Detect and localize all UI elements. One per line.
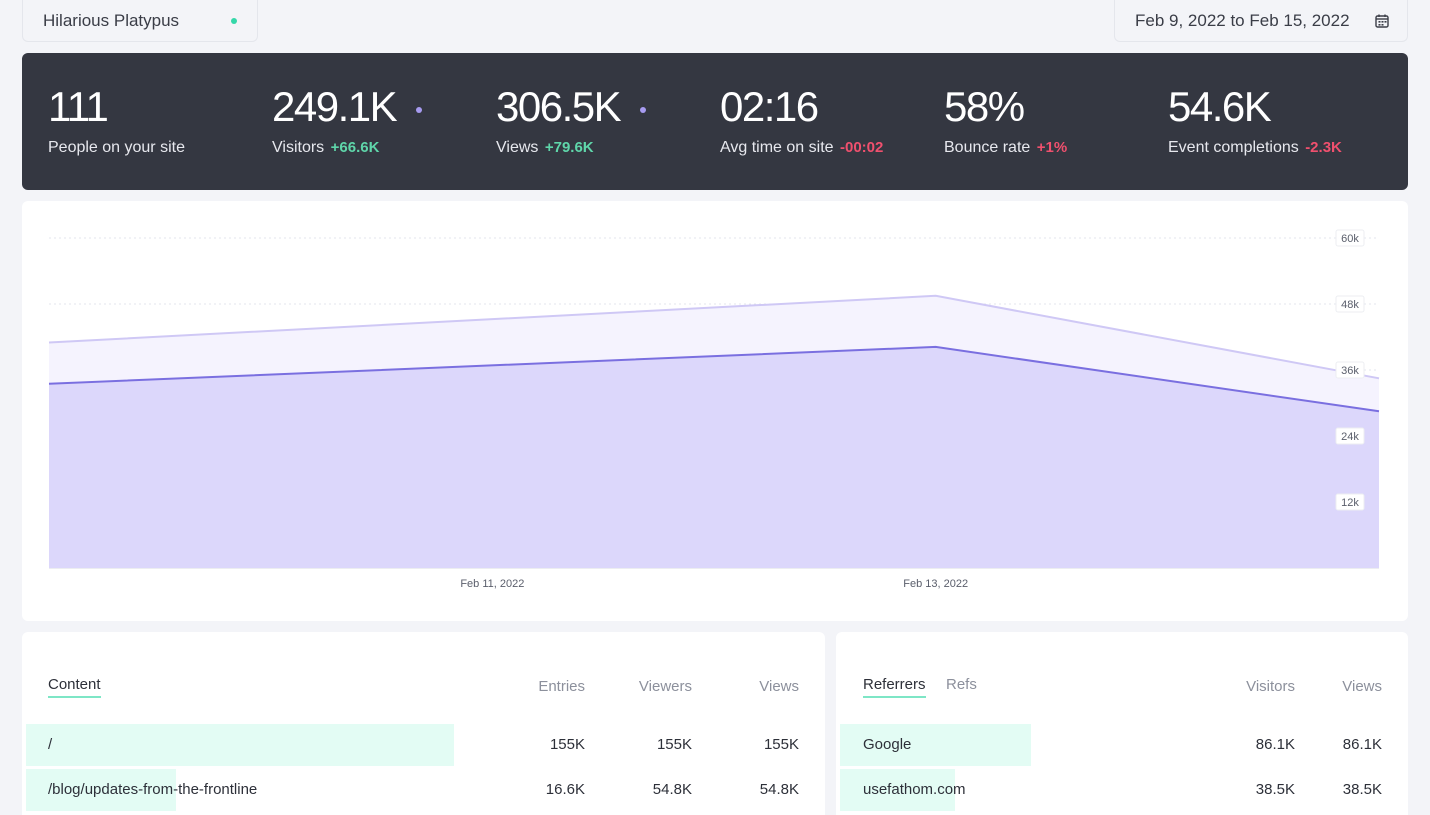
date-range-picker[interactable]: Feb 9, 2022 to Feb 15, 2022 — [1114, 0, 1408, 42]
y-tick: 36k — [1335, 361, 1365, 379]
table-cell-viewers: 54.8K — [652, 781, 692, 798]
stat-value: 54.6K — [1168, 83, 1272, 130]
column-header-visitors[interactable]: Visitors — [1246, 678, 1295, 695]
column-header-entries[interactable]: Entries — [538, 678, 585, 695]
site-selector[interactable]: Hilarious Platypus — [22, 0, 258, 42]
row-share-bar — [26, 769, 176, 811]
stat-delta: +66.6K — [330, 139, 380, 156]
live-indicator — [231, 17, 237, 24]
stat-label: Event completions -2.3K — [1168, 139, 1342, 156]
stat-bounce-rate[interactable]: 58% Bounce rate +1% — [944, 81, 1067, 157]
y-tick: 48k — [1335, 295, 1365, 313]
calendar-icon[interactable] — [1375, 14, 1389, 28]
column-header-views[interactable]: Views — [759, 678, 799, 695]
stat-avg-time[interactable]: 02:16 Avg time on site -00:02 — [720, 81, 883, 157]
stat-value: 111 — [48, 83, 109, 130]
stats-bar: 111 People on your site 249.1K Visitors … — [22, 53, 1408, 190]
table-cell-entries: 155K — [549, 736, 585, 753]
y-tick-bg — [1335, 427, 1365, 445]
stat-views[interactable]: 306.5K Views +79.6K — [496, 81, 647, 157]
y-tick: 24k — [1335, 427, 1365, 445]
series-area-visitors — [49, 346, 1379, 568]
date-range-label: Feb 9, 2022 to Feb 15, 2022 — [1135, 10, 1350, 30]
row-share-bar — [26, 724, 454, 766]
series-dot — [416, 107, 423, 113]
x-tick-label: Feb 11, 2022 — [460, 578, 524, 590]
x-tick-label: Feb 13, 2022 — [903, 578, 968, 590]
stat-delta: -00:02 — [840, 139, 884, 156]
table-row-label[interactable]: usefathom.com — [863, 781, 966, 798]
content-panel: Content Entries Viewers Views / 155K 155K 1… — [22, 632, 825, 815]
stat-label: Avg time on site -00:02 — [720, 139, 884, 156]
row-share-bar — [840, 724, 1031, 766]
y-tick-label: 48k — [1341, 299, 1359, 311]
tab-referrers[interactable]: Referrers — [863, 676, 926, 698]
series-line-views — [48, 294, 1380, 380]
table-cell-views: 38.5K — [1342, 781, 1382, 798]
column-header-views[interactable]: Views — [1342, 678, 1382, 695]
table-cell-visitors: 38.5K — [1255, 781, 1295, 798]
y-tick-bg — [1335, 295, 1365, 313]
y-tick-label: 36k — [1341, 365, 1359, 377]
traffic-chart[interactable]: 60k 48k 36k 24k 12k Feb 11, 2022 Feb 13, 2022 — [22, 201, 1408, 621]
stat-delta: +79.6K — [544, 139, 594, 156]
tab-refs[interactable]: Refs — [946, 676, 977, 693]
referrers-panel: Referrers Refs Visitors Views Google 86.1… — [836, 632, 1408, 815]
row-share-bar — [840, 769, 955, 811]
y-tick: 12k — [1335, 493, 1365, 511]
stat-label: Bounce rate +1% — [944, 139, 1068, 156]
table-cell-views: 86.1K — [1342, 736, 1382, 753]
tab-content[interactable]: Content — [48, 676, 101, 698]
table-row-label[interactable]: Google — [863, 736, 912, 753]
y-tick-bg — [1335, 229, 1365, 247]
stat-visitors[interactable]: 249.1K Visitors +66.6K — [272, 81, 423, 157]
stat-label: Visitors +66.6K — [272, 139, 380, 156]
table-cell-visitors: 86.1K — [1255, 736, 1295, 753]
stat-delta: -2.3K — [1305, 139, 1342, 156]
stat-delta: +1% — [1036, 139, 1068, 156]
table-cell-views: 54.8K — [759, 781, 799, 798]
stat-value: 249.1K — [272, 83, 398, 130]
stat-value: 02:16 — [720, 83, 819, 130]
table-row-label[interactable]: / — [48, 736, 53, 753]
stat-value: 58% — [944, 83, 1025, 130]
traffic-chart-svg: 60k 48k 36k 24k 12k Feb 11, 2022 Feb 13, 2022 — [48, 229, 1380, 590]
stat-label: Views +79.6K — [496, 139, 594, 156]
table-cell-viewers: 155K — [656, 736, 692, 753]
series-line-visitors — [48, 345, 1380, 413]
table-row-label[interactable]: /blog/updates-from-the-frontline — [48, 781, 258, 798]
stat-value: 306.5K — [496, 83, 622, 130]
y-tick-label: 12k — [1341, 497, 1359, 509]
y-tick: 60k — [1335, 229, 1365, 247]
series-dot — [640, 107, 647, 113]
column-header-viewers[interactable]: Viewers — [638, 678, 692, 695]
stat-label: People on your site — [48, 139, 185, 156]
y-tick-label: 24k — [1341, 431, 1359, 443]
y-tick-bg — [1335, 361, 1365, 379]
y-tick-label: 60k — [1341, 233, 1359, 245]
stat-event-completions[interactable]: 54.6K Event completions -2.3K — [1168, 81, 1342, 157]
table-cell-entries: 16.6K — [545, 781, 585, 798]
stat-current-visitors[interactable]: 111 People on your site — [48, 81, 185, 157]
table-cell-views: 155K — [763, 736, 799, 753]
site-name: Hilarious Platypus — [43, 10, 180, 30]
y-tick-bg — [1335, 493, 1365, 511]
